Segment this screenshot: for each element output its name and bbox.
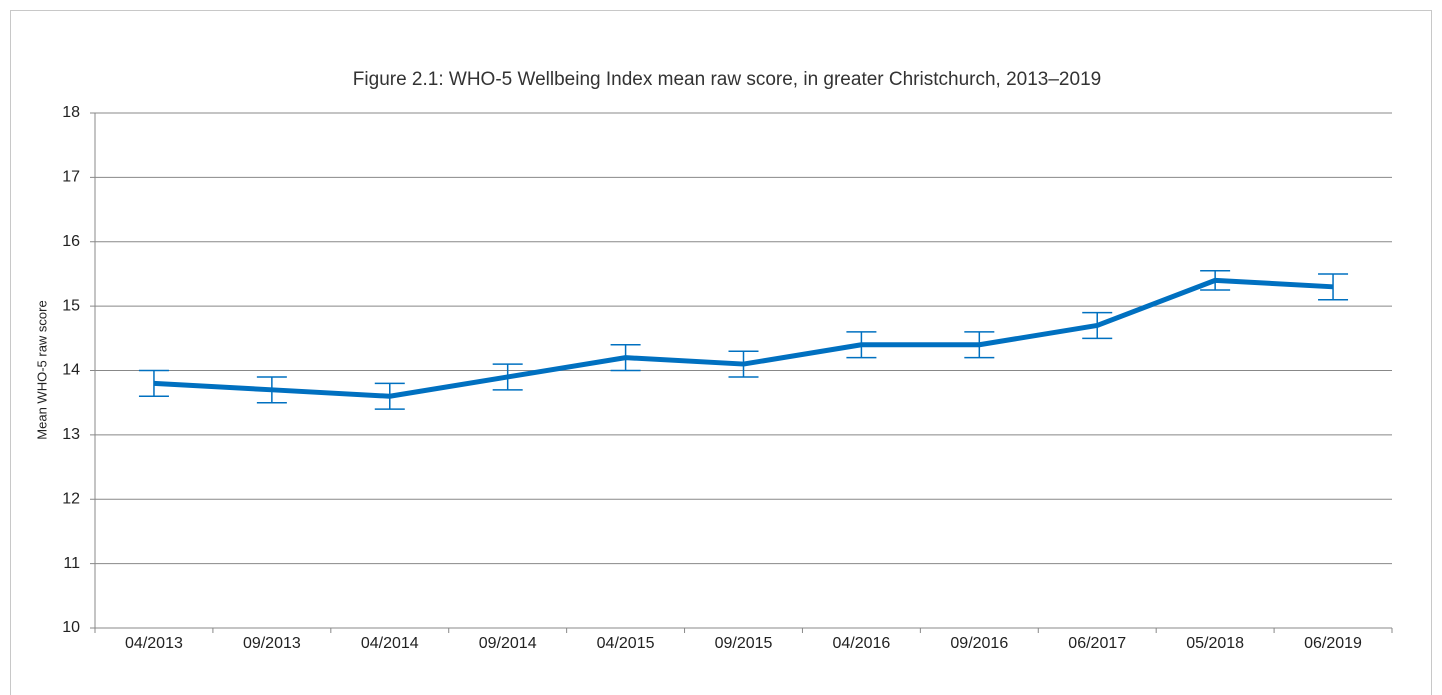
y-axis-label: Mean WHO-5 raw score bbox=[34, 300, 49, 439]
x-tick-label: 06/2019 bbox=[1304, 635, 1362, 652]
error-bar bbox=[1200, 269, 1231, 291]
error-bar bbox=[1318, 273, 1349, 301]
error-bar bbox=[846, 331, 877, 359]
y-tick-label: 11 bbox=[63, 555, 80, 572]
x-tick-label: 06/2017 bbox=[1068, 635, 1126, 652]
y-tick-label: 12 bbox=[62, 490, 80, 507]
y-tick-label: 15 bbox=[62, 297, 80, 314]
x-tick-label: 09/2014 bbox=[479, 635, 537, 652]
error-bar bbox=[728, 350, 759, 378]
y-tick-label: 17 bbox=[62, 169, 80, 186]
x-tick-label: 05/2018 bbox=[1186, 635, 1244, 652]
x-tick-label: 09/2016 bbox=[950, 635, 1008, 652]
error-bar bbox=[610, 344, 641, 372]
x-tick-label: 04/2013 bbox=[125, 635, 183, 652]
y-tick-label: 16 bbox=[62, 233, 80, 250]
x-tick-label: 04/2016 bbox=[832, 635, 890, 652]
y-tick-label: 18 bbox=[62, 104, 80, 121]
x-tick-label: 04/2015 bbox=[597, 635, 655, 652]
y-tick-label: 13 bbox=[62, 426, 80, 443]
error-bar bbox=[1082, 311, 1113, 340]
error-bar bbox=[964, 331, 995, 359]
y-tick-label: 10 bbox=[62, 619, 80, 636]
chart-title: Figure 2.1: WHO-5 Wellbeing Index mean r… bbox=[353, 69, 1101, 90]
frame bbox=[10, 10, 1432, 695]
error-bar bbox=[374, 382, 405, 410]
x-tick-label: 09/2015 bbox=[715, 635, 773, 652]
x-tick-label: 09/2013 bbox=[243, 635, 301, 652]
error-bar bbox=[492, 363, 523, 391]
y-tick-label: 14 bbox=[62, 362, 80, 379]
error-bar bbox=[138, 369, 169, 397]
x-tick-label: 04/2014 bbox=[361, 635, 419, 652]
error-bar bbox=[256, 376, 287, 404]
